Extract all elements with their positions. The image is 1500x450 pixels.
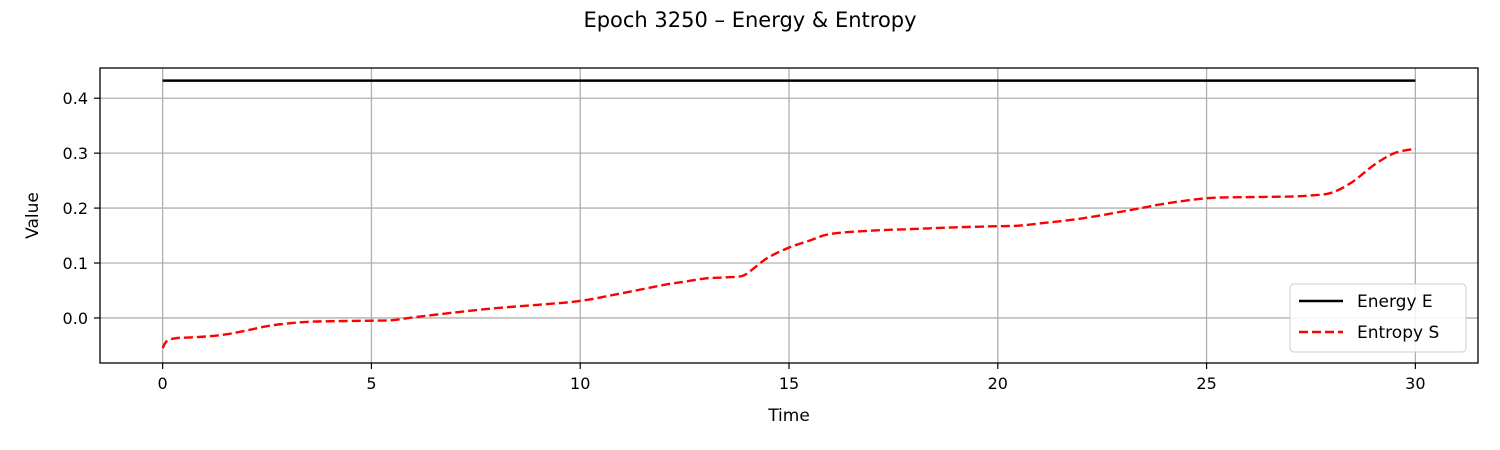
x-tick-label: 0 [158,374,168,393]
x-tick-label: 25 [1196,374,1216,393]
x-axis-title: Time [767,406,810,426]
x-tick-label: 20 [988,374,1008,393]
chart-title: Epoch 3250 – Energy & Entropy [583,8,916,32]
legend-label: Entropy S [1357,323,1439,343]
x-tick-label: 10 [570,374,590,393]
y-tick-label: 0.1 [63,254,88,273]
series-lines [161,79,1416,349]
legend-label: Energy E [1357,292,1433,312]
x-tick-label: 15 [779,374,799,393]
y-tick-label: 0.0 [63,309,88,328]
series-line-entropy-s [161,147,1416,349]
y-tick-label: 0.2 [63,199,88,218]
x-axis-ticks: 0 5 10 15 20 25 30 [158,363,1426,393]
x-tick-label: 30 [1405,374,1425,393]
grid [100,68,1478,363]
x-tick-label: 5 [366,374,376,393]
y-tick-label: 0.3 [63,144,88,163]
y-axis-ticks: 0.0 0.1 0.2 0.3 0.4 [63,89,100,328]
legend: Energy E Entropy S [1289,283,1467,353]
y-tick-label: 0.4 [63,89,88,108]
y-axis-title: Value [23,192,43,239]
